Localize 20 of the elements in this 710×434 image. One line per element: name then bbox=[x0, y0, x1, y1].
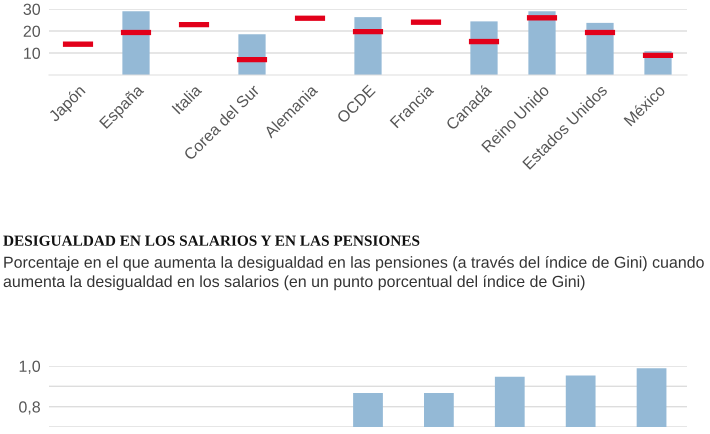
y-tick-label: 0,8 bbox=[19, 401, 40, 414]
bar bbox=[526, 15, 558, 20]
y-tick-label: 1,0 bbox=[20, 360, 40, 374]
bar bbox=[410, 20, 442, 25]
bar bbox=[352, 29, 384, 34]
bar bbox=[120, 30, 152, 36]
bar bbox=[642, 52, 674, 58]
bar bbox=[584, 30, 616, 36]
bar bbox=[178, 22, 210, 28]
y-tick-label: 30 bbox=[24, 4, 40, 15]
bar bbox=[236, 56, 268, 62]
chart-title: DESIGUALDAD EN LOS SALARIOS Y EN LAS PENSIONES bbox=[3, 236, 420, 246]
bar bbox=[62, 42, 94, 47]
bar bbox=[468, 38, 500, 44]
chart-subtitle: Porcentaje en el que aumenta la desigualdad en las pensiones (a través del índice de Gini) cuando aumenta la desigualdad en los salarios (en un punto porcentual del índice de Gini) bbox=[4, 256, 704, 290]
bar bbox=[122, 11, 150, 75]
y-tick-label: 20 bbox=[24, 26, 40, 37]
bar bbox=[528, 11, 556, 75]
y-tick-label: 10 bbox=[24, 48, 40, 59]
bar bbox=[294, 16, 326, 21]
